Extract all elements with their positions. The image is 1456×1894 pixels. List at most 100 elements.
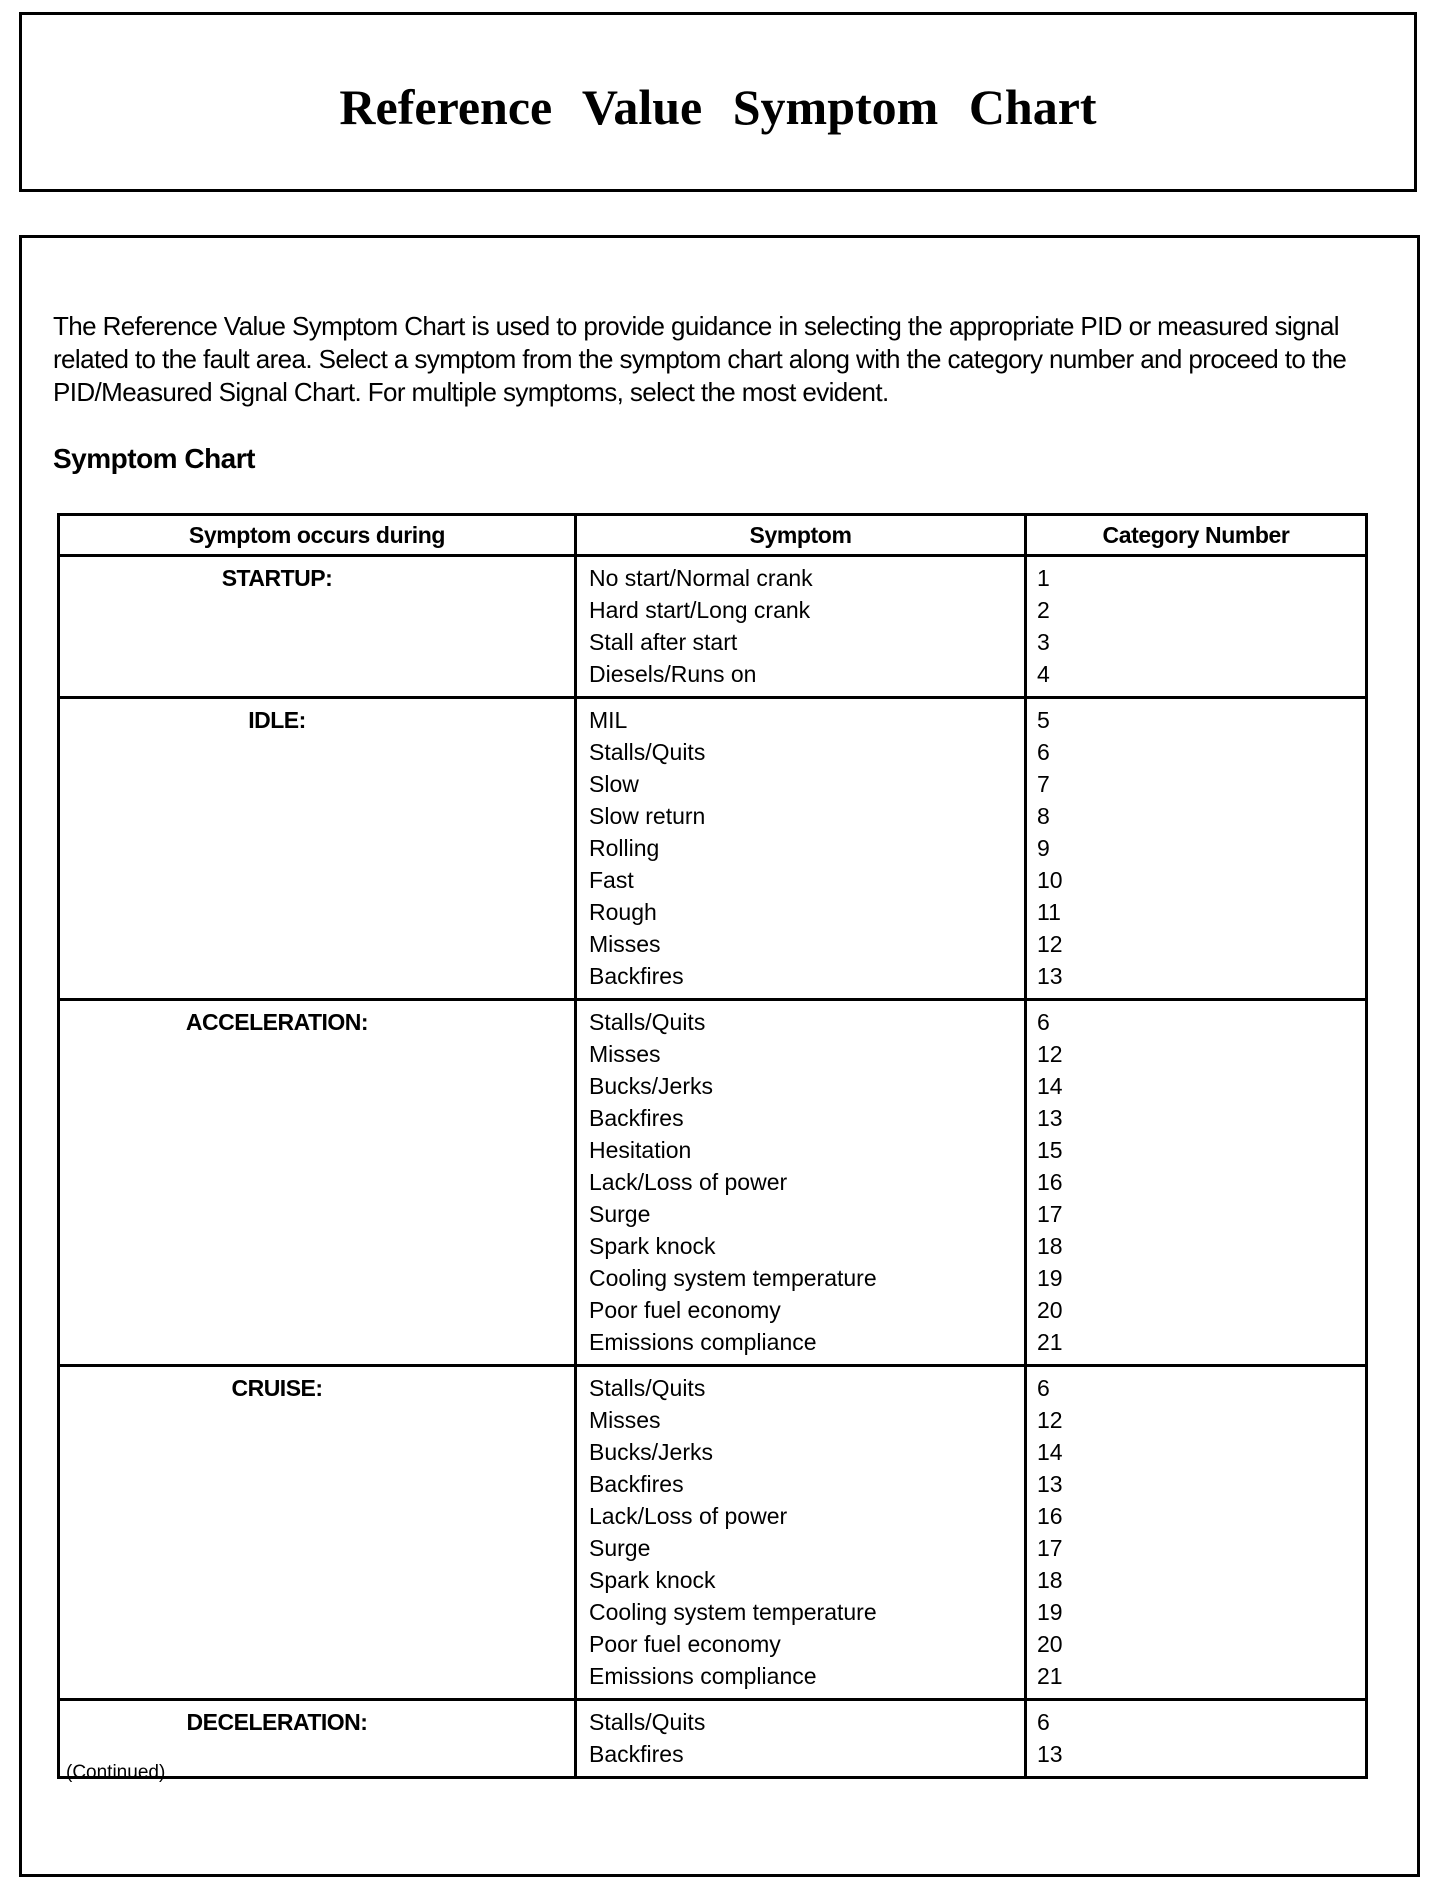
category-number: 6 xyxy=(1037,1009,1050,1035)
category-number: 21 xyxy=(1037,1329,1063,1355)
category-number: 13 xyxy=(1037,1471,1063,1497)
symptom-item: Stalls/Quits xyxy=(589,1009,706,1035)
category-number: 19 xyxy=(1037,1265,1063,1291)
category-number: 15 xyxy=(1037,1137,1063,1163)
column-header: Symptom xyxy=(574,513,1027,557)
category-number: 3 xyxy=(1037,629,1050,655)
category-number: 6 xyxy=(1037,1709,1050,1735)
category-number: 12 xyxy=(1037,1407,1063,1433)
category-number: 13 xyxy=(1037,963,1063,989)
symptom-cell: No start/Normal crank Hard start/Long cra… xyxy=(574,555,1026,698)
continued-note: (Continued) xyxy=(66,1762,166,1783)
section-heading: Symptom Chart xyxy=(53,443,255,474)
category-number: 18 xyxy=(1037,1567,1063,1593)
category-number: 6 xyxy=(1037,739,1050,765)
category-number: 1 xyxy=(1037,565,1050,591)
symptom-item: Misses xyxy=(589,931,661,957)
category-number: 5 xyxy=(1037,707,1050,733)
category-cell: 6 13 xyxy=(1024,1699,1367,1778)
category-number: 11 xyxy=(1037,899,1061,925)
symptom-item: Lack/Loss of power xyxy=(589,1169,788,1195)
category-number: 10 xyxy=(1037,867,1063,893)
category-number: 14 xyxy=(1037,1439,1063,1465)
symptom-cell: MIL Stalls/Quits Slow Slow return Rolling Fas… xyxy=(574,697,1026,1000)
symptom-item: Slow xyxy=(589,771,639,797)
phase-label: DECELERATION: xyxy=(186,1709,368,1735)
phase-label: STARTUP: xyxy=(221,565,333,591)
symptom-item: Hesitation xyxy=(589,1137,692,1163)
symptom-item: Misses xyxy=(589,1407,661,1433)
symptom-item: Spark knock xyxy=(589,1233,716,1259)
phase-cell: DECELERATION: xyxy=(57,1699,576,1778)
symptom-item: MIL xyxy=(589,707,628,733)
symptom-table: Symptom occurs during Symptom Category N… xyxy=(57,513,1368,1779)
category-number: 19 xyxy=(1037,1599,1063,1625)
symptom-item: Cooling system temperature xyxy=(589,1599,877,1625)
symptom-item: Surge xyxy=(589,1201,651,1227)
table-header: Symptom occurs during Symptom Category N… xyxy=(57,513,1368,557)
symptom-item: Cooling system temperature xyxy=(589,1265,877,1291)
table-row: IDLE: MIL Stalls/Quits Slow Slow return Rolli… xyxy=(57,697,1367,1000)
content-box: The Reference Value Symptom Chart is use… xyxy=(19,235,1420,1877)
symptom-item: Poor fuel economy xyxy=(589,1297,781,1323)
category-number: 4 xyxy=(1037,661,1050,687)
symptom-item: Misses xyxy=(589,1041,661,1067)
category-number: 12 xyxy=(1037,931,1063,957)
category-cell: 6 12 14 13 15 16 17 18 19 20 21 xyxy=(1024,999,1367,1366)
symptom-group: CRUISE: Stalls/Quits Misses Bucks/Jerks Back… xyxy=(57,1365,1367,1700)
symptom-item: Emissions compliance xyxy=(589,1329,817,1355)
category-number: 20 xyxy=(1037,1297,1063,1323)
symptom-item: Backfires xyxy=(589,1471,684,1497)
category-number: 6 xyxy=(1037,1375,1050,1401)
table-row: STARTUP: No start/Normal crank Hard start/… xyxy=(57,555,1367,698)
category-number: 7 xyxy=(1037,771,1050,797)
symptom-item: Stall after start xyxy=(589,629,738,655)
category-number: 13 xyxy=(1037,1741,1063,1767)
category-cell: 6 12 14 13 16 17 18 19 20 21 xyxy=(1024,1365,1367,1700)
symptom-item: Stalls/Quits xyxy=(589,1709,706,1735)
symptom-item: Emissions compliance xyxy=(589,1663,817,1689)
phase-cell: STARTUP: xyxy=(57,555,576,698)
symptom-group: DECELERATION: Stalls/Quits Backfires 6 13 xyxy=(57,1699,1367,1778)
page-title: Reference Value Symptom Chart xyxy=(339,79,1097,135)
intro-paragraph: The Reference Value Symptom Chart is use… xyxy=(53,311,1347,407)
phase-label: IDLE: xyxy=(248,707,306,733)
symptom-item: Backfires xyxy=(589,1741,684,1767)
column-header: Category Number xyxy=(1024,513,1368,557)
phase-label: CRUISE: xyxy=(231,1375,323,1401)
symptom-item: Stalls/Quits xyxy=(589,1375,706,1401)
category-cell: 1 2 3 4 xyxy=(1024,555,1367,698)
category-number: 8 xyxy=(1037,803,1050,829)
symptom-item: Backfires xyxy=(589,1105,684,1131)
category-number: 20 xyxy=(1037,1631,1063,1657)
symptom-item: No start/Normal crank xyxy=(589,565,813,591)
symptom-item: Poor fuel economy xyxy=(589,1631,781,1657)
symptom-item: Hard start/Long crank xyxy=(589,597,811,623)
symptom-item: Backfires xyxy=(589,963,684,989)
symptom-group: STARTUP: No start/Normal crank Hard start/… xyxy=(57,555,1367,698)
category-number: 12 xyxy=(1037,1041,1063,1067)
symptom-group: ACCELERATION: Stalls/Quits Misses Bucks/Jer… xyxy=(57,999,1367,1366)
symptom-item: Rough xyxy=(589,899,657,925)
phase-cell: IDLE: xyxy=(57,697,576,1000)
symptom-cell: Stalls/Quits Backfires xyxy=(574,1699,1026,1778)
category-cell: 5 6 7 8 9 10 11 12 13 xyxy=(1024,697,1367,1000)
category-number: 2 xyxy=(1037,597,1050,623)
category-number: 17 xyxy=(1037,1535,1063,1561)
category-number: 13 xyxy=(1037,1105,1063,1131)
table-row: DECELERATION: Stalls/Quits Backfires 6 13 xyxy=(57,1699,1367,1778)
symptom-item: Surge xyxy=(589,1535,651,1561)
category-number: 9 xyxy=(1037,835,1050,861)
symptom-item: Fast xyxy=(589,867,634,893)
table-row: ACCELERATION: Stalls/Quits Misses Bucks/Jer… xyxy=(57,999,1367,1366)
symptom-item: Slow return xyxy=(589,803,706,829)
category-number: 17 xyxy=(1037,1201,1063,1227)
phase-cell: ACCELERATION: xyxy=(57,999,576,1366)
category-number: 16 xyxy=(1037,1169,1063,1195)
symptom-item: Bucks/Jerks xyxy=(589,1439,713,1465)
category-number: 16 xyxy=(1037,1503,1063,1529)
symptom-item: Rolling xyxy=(589,835,660,861)
title-box: Reference Value Symptom Chart xyxy=(19,12,1417,192)
phase-label: ACCELERATION: xyxy=(185,1009,369,1035)
symptom-item: Diesels/Runs on xyxy=(589,661,757,687)
